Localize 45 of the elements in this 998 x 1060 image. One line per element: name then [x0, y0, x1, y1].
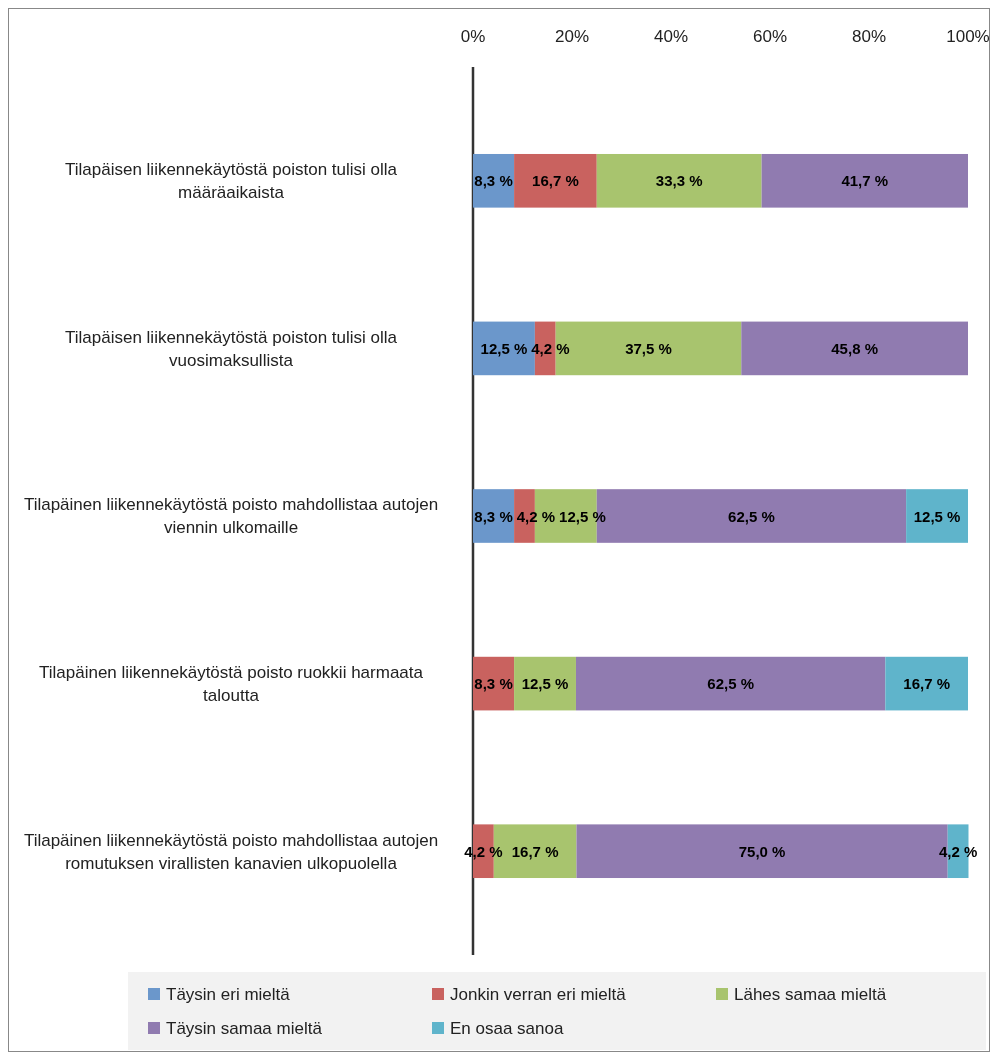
data-label: 33,3 %: [655, 172, 703, 190]
legend-label: En osaa sanoa: [450, 1018, 564, 1038]
y-tick-label: Tilapäisen liikennekäytöstä poiston tulisi olla vuosimaksullista: [65, 327, 398, 370]
y-tick-label: Tilapäinen liikennekäytöstä poisto ruokkii harmaata taloutta: [39, 663, 424, 706]
data-label: 12,5 %: [559, 507, 606, 525]
data-label: 16,7 %: [511, 842, 559, 860]
legend-label: Jonkin verran eri mieltä: [450, 984, 627, 1004]
data-label: 75,0 %: [738, 842, 786, 860]
x-tick-label: 80%: [851, 27, 887, 46]
bar: [514, 489, 535, 543]
y-tick-label: Tilapäinen liikennekäytöstä poisto mahdollistaa autojen viennin ulkomaille: [23, 495, 439, 538]
legend-label: Täysin eri mieltä: [166, 984, 291, 1004]
bar: [885, 656, 968, 711]
bar: [761, 153, 968, 208]
bar: [514, 153, 597, 208]
data-label: 8,3 %: [474, 172, 513, 190]
y-tick-label: Tilapäinen liikennekäytöstä poisto mahdollistaa autojen romutuksen virallisten kanavien ulkopuolella: [23, 830, 439, 873]
x-tick-label: 100%: [946, 27, 990, 46]
data-label: 8,3 %: [474, 507, 513, 525]
data-label: 8,3 %: [474, 675, 513, 693]
data-label: 4,2 %: [516, 507, 556, 525]
bar: [741, 321, 968, 376]
bar: [906, 489, 968, 543]
bar: [575, 656, 886, 711]
data-label: 62,5 %: [728, 507, 775, 525]
x-tick-label: 0%: [460, 27, 486, 46]
x-tick-label: 40%: [653, 27, 689, 46]
data-label: 12,5 %: [480, 339, 528, 357]
y-tick-label: Tilapäisen liikennekäytöstä poiston tulisi olla määräaikaista: [65, 160, 398, 203]
bar: [596, 153, 762, 208]
data-label: 12,5 %: [521, 675, 569, 693]
legend-label: Lähes samaa mieltä: [734, 984, 887, 1004]
data-label: 37,5 %: [625, 339, 672, 357]
data-label: 16,7 %: [903, 675, 951, 693]
data-label: 16,7 %: [532, 172, 579, 190]
legend-label: Täysin samaa mieltä: [166, 1018, 323, 1038]
data-label: 62,5 %: [707, 675, 754, 693]
bar: [555, 321, 742, 376]
data-label: 45,8 %: [831, 339, 878, 357]
x-tick-label: 60%: [752, 27, 788, 46]
bar: [514, 656, 576, 711]
data-label: 12,5 %: [913, 507, 961, 525]
data-label: 41,7 %: [841, 172, 889, 190]
x-tick-label: 20%: [554, 27, 590, 46]
data-label: 4,2 %: [531, 339, 570, 357]
